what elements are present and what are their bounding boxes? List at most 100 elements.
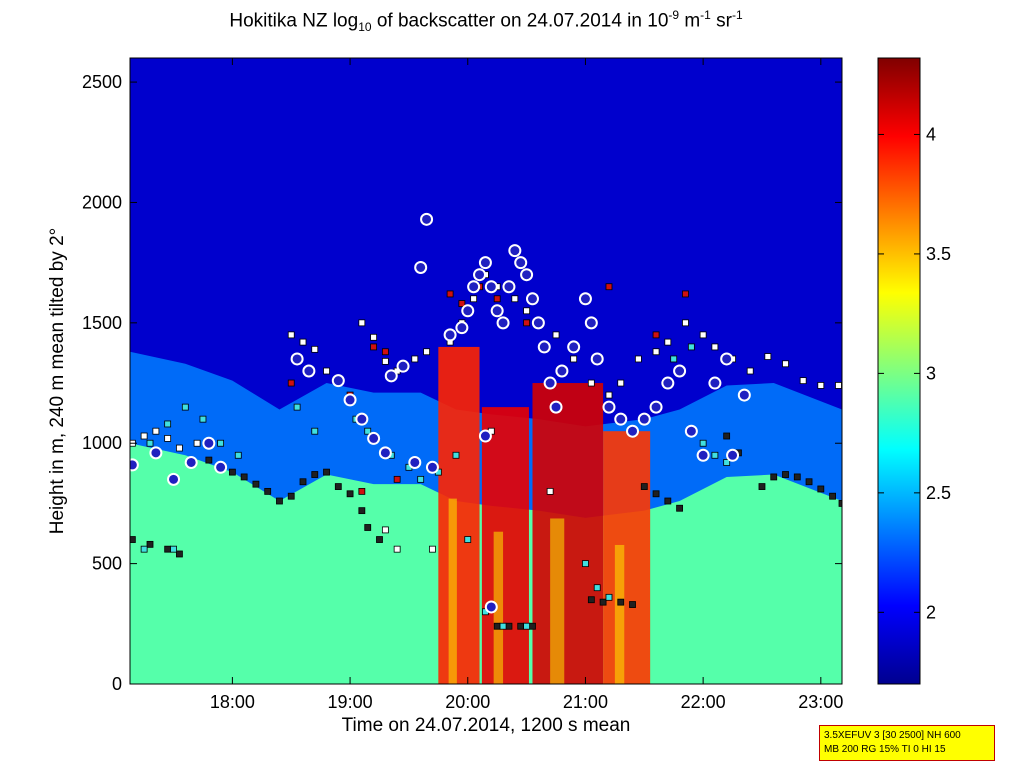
cloud-detection-marker: [649, 400, 663, 414]
precipitation-shaft: [438, 346, 480, 684]
cloud-detection-marker: [543, 376, 557, 390]
layer-marker: [470, 295, 478, 303]
colorbar-axis: 2 2.5 3 3.5 4: [878, 124, 951, 622]
cloud-detection-marker: [331, 374, 345, 388]
cloud-detection-marker: [384, 369, 398, 383]
layer-marker: [334, 483, 342, 490]
cloud-detection-marker: [302, 364, 316, 378]
layer-marker: [770, 473, 778, 481]
layer-marker: [228, 468, 236, 476]
layer-marker: [381, 357, 389, 365]
cloud-detection-marker: [425, 460, 439, 474]
precipitation-shaft-core: [614, 544, 625, 684]
y-tick-label: 0: [112, 674, 122, 694]
layer-marker: [264, 487, 272, 495]
layer-marker: [164, 435, 172, 442]
layer-marker: [529, 622, 536, 630]
x-tick-label: 23:00: [798, 692, 843, 712]
cloud-detection-marker: [602, 400, 616, 414]
layer-marker: [358, 319, 366, 327]
layer-marker: [140, 432, 148, 440]
layer-marker: [793, 473, 801, 481]
cloud-detection-marker: [555, 364, 569, 378]
layer-marker: [176, 444, 183, 452]
layer-marker: [505, 622, 513, 630]
layer-marker: [234, 451, 242, 459]
layer-marker: [299, 478, 307, 486]
layer-marker: [493, 622, 501, 630]
cloud-detection-marker: [478, 256, 492, 270]
layer-marker: [417, 475, 425, 483]
cloud-detection-marker: [684, 424, 698, 438]
cloud-detection-marker: [167, 472, 181, 486]
layer-marker: [723, 459, 731, 466]
cloud-detection-marker: [130, 458, 139, 472]
layer-marker: [652, 331, 660, 339]
layer-marker: [499, 622, 507, 630]
cloud-detection-marker: [626, 424, 640, 438]
layer-marker: [452, 451, 460, 459]
layer-marker: [670, 355, 678, 363]
layer-marker: [523, 319, 531, 327]
layer-marker: [682, 290, 689, 298]
layer-marker: [140, 545, 148, 553]
y-axis-label: Height in m, 240 m mean tilted by 2°: [47, 227, 68, 535]
cloud-detection-marker: [520, 268, 534, 282]
layer-marker: [130, 536, 136, 543]
layer-marker: [605, 593, 613, 601]
cloud-detection-marker: [408, 455, 422, 469]
layer-marker: [640, 483, 648, 490]
layer-marker: [181, 403, 189, 411]
cloud-detection-marker: [720, 352, 734, 366]
layer-marker: [599, 598, 607, 606]
layer-marker: [664, 338, 672, 346]
x-tick-label: 19:00: [328, 692, 373, 712]
info-line-1: 3.5XEFUV 3 [30 2500] NH 600: [824, 730, 961, 741]
layer-marker: [758, 483, 766, 490]
layer-marker: [370, 343, 378, 351]
layer-marker: [799, 377, 807, 385]
layer-marker: [323, 468, 330, 476]
layer-marker: [629, 601, 636, 608]
cloud-detection-marker: [737, 388, 751, 402]
layer-marker: [311, 471, 319, 478]
cloud-detection-marker: [473, 268, 487, 282]
cloud-detection-marker: [378, 446, 392, 460]
cloud-detection-marker: [496, 316, 510, 330]
layer-marker: [287, 379, 295, 387]
layer-marker: [746, 367, 754, 375]
cloud-detection-marker: [537, 340, 551, 354]
layer-marker: [605, 391, 613, 399]
layer-marker: [805, 478, 813, 486]
y-tick-label: 2500: [82, 72, 122, 92]
colorbar-tick-label: 3: [926, 363, 936, 383]
cloud-detection-marker: [525, 292, 539, 306]
cloud-detection-marker: [708, 376, 722, 390]
cloud-detection-marker: [484, 600, 498, 614]
cloud-detection-marker: [396, 359, 410, 373]
precipitation-shaft: [532, 383, 604, 684]
cloud-detection-marker: [508, 244, 522, 258]
cloud-detection-marker: [184, 455, 198, 469]
cloud-detection-marker: [590, 352, 604, 366]
layer-marker: [311, 427, 319, 435]
layer-marker: [323, 367, 330, 375]
layer-marker: [252, 480, 260, 488]
layer-marker: [446, 290, 454, 298]
x-tick-label: 20:00: [445, 692, 490, 712]
layer-marker: [523, 307, 531, 315]
cloud-detection-marker: [443, 328, 457, 342]
layer-marker: [381, 348, 389, 356]
cloud-detection-marker: [531, 316, 545, 330]
y-axis: 0 500 1000 1500 2000 2500: [82, 72, 842, 694]
plot-frame: [129, 57, 843, 685]
cloud-detection-marker: [502, 280, 516, 294]
precipitation-shaft-core: [448, 498, 457, 684]
colorbar-tick-label: 2.5: [926, 483, 951, 503]
cloud-detection-marker: [455, 321, 469, 335]
layer-marker: [617, 379, 625, 387]
layer-marker: [838, 500, 842, 507]
info-line-2: MB 200 RG 15% TI 0 HI 15: [824, 744, 946, 755]
